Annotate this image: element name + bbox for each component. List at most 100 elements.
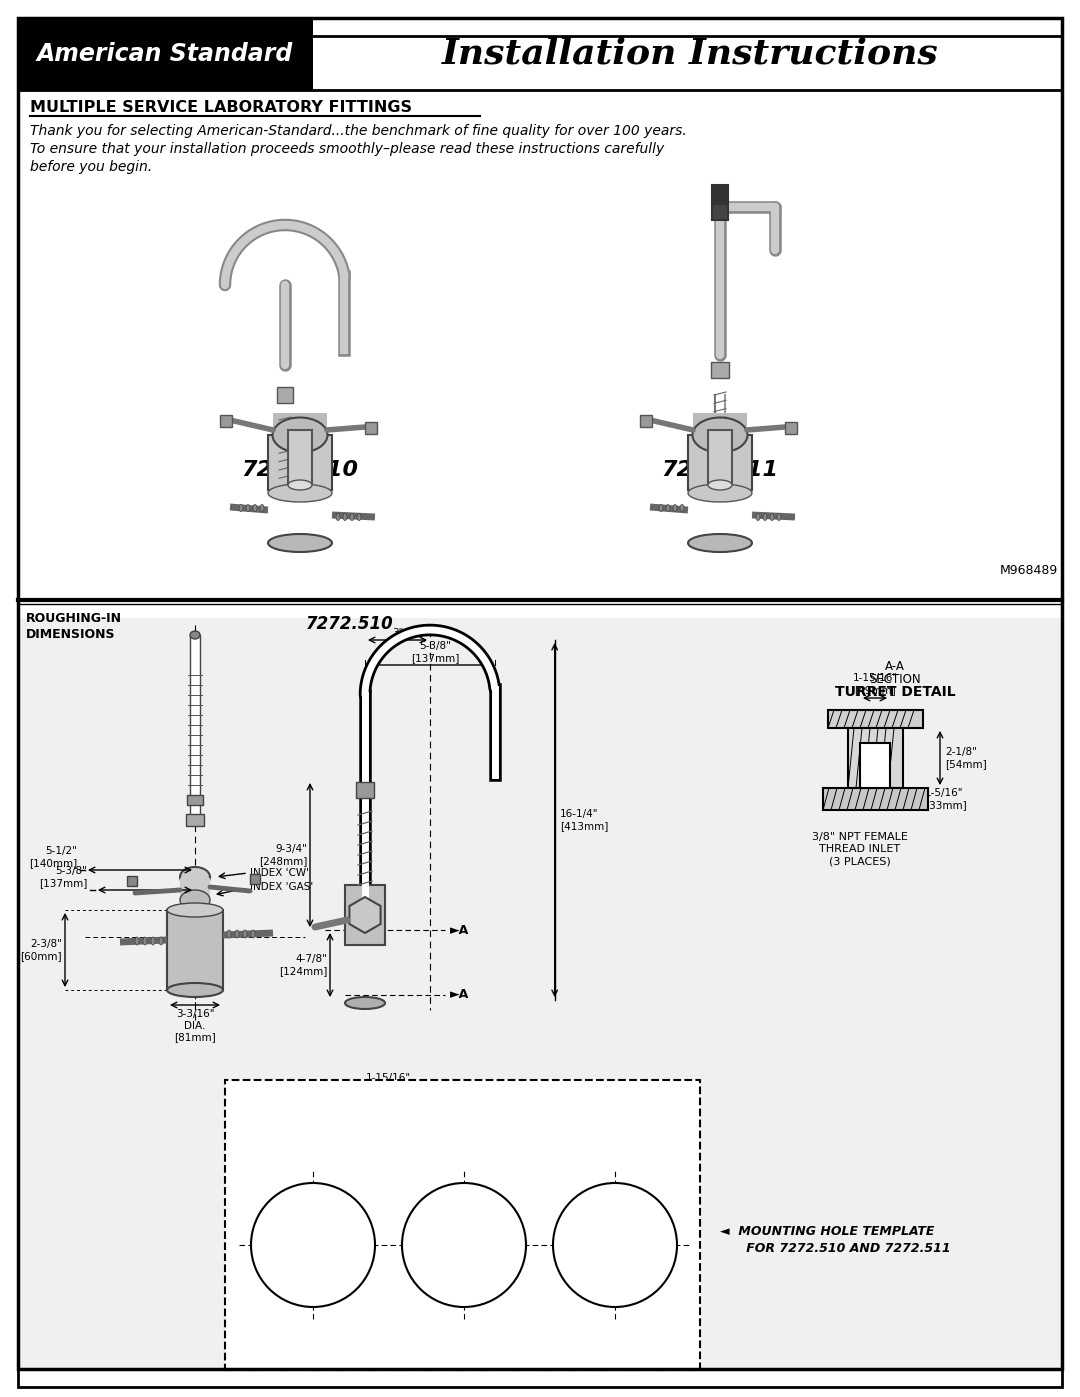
Ellipse shape xyxy=(151,937,156,944)
Bar xyxy=(345,886,384,944)
Ellipse shape xyxy=(180,868,210,887)
Text: 9-3/4"
[248mm]: 9-3/4" [248mm] xyxy=(258,844,307,866)
Ellipse shape xyxy=(345,997,384,1009)
Text: SECTION: SECTION xyxy=(869,673,921,686)
Text: ROUGHING-IN
DIMENSIONS: ROUGHING-IN DIMENSIONS xyxy=(26,612,122,641)
Bar xyxy=(220,415,232,427)
Text: American Standard: American Standard xyxy=(37,42,293,66)
Bar xyxy=(273,414,327,443)
Ellipse shape xyxy=(673,504,677,511)
Text: 5-3/8"
[137mm]: 5-3/8" [137mm] xyxy=(39,866,87,888)
Ellipse shape xyxy=(708,481,732,490)
Ellipse shape xyxy=(246,504,249,511)
Bar xyxy=(225,1080,700,1370)
Bar xyxy=(640,415,652,427)
Text: ◄  MOUNTING HOLE TEMPLATE
      FOR 7272.510 AND 7272.511: ◄ MOUNTING HOLE TEMPLATE FOR 7272.510 AN… xyxy=(720,1225,950,1255)
Ellipse shape xyxy=(680,504,684,511)
Circle shape xyxy=(402,1183,526,1308)
Text: Thank you for selecting American-Standard...the benchmark of fine quality for ov: Thank you for selecting American-Standar… xyxy=(30,124,687,138)
Text: INDEX 'CW': INDEX 'CW' xyxy=(249,868,309,877)
Bar xyxy=(712,204,728,219)
Text: To ensure that your installation proceeds smoothly–please read these instruction: To ensure that your installation proceed… xyxy=(30,142,664,156)
Text: 3/4" DIA.
(THREE HOLES): 3/4" DIA. (THREE HOLES) xyxy=(480,1116,559,1139)
Text: INDEX 'GAS': INDEX 'GAS' xyxy=(249,882,313,893)
Ellipse shape xyxy=(756,514,760,521)
Ellipse shape xyxy=(239,504,243,511)
Ellipse shape xyxy=(235,930,239,937)
Ellipse shape xyxy=(251,930,255,937)
Bar xyxy=(18,617,1062,1369)
Bar xyxy=(18,18,313,89)
Ellipse shape xyxy=(135,937,139,944)
Text: ►A: ►A xyxy=(450,989,469,1002)
Bar xyxy=(187,795,203,805)
Text: 5-1/2"
[140mm]: 5-1/2" [140mm] xyxy=(29,847,77,868)
Bar xyxy=(823,788,928,810)
Bar xyxy=(848,728,903,788)
Bar xyxy=(356,782,374,798)
Ellipse shape xyxy=(180,890,210,909)
Text: 1-15/16"
[49mm]: 1-15/16" [49mm] xyxy=(365,1073,410,1095)
Text: 31/32"
[24mm]: 31/32" [24mm] xyxy=(333,1094,375,1115)
Ellipse shape xyxy=(777,514,781,521)
Text: TURRET DETAIL: TURRET DETAIL xyxy=(835,685,956,698)
Text: 3-3/16"
DIA.
[81mm]: 3-3/16" DIA. [81mm] xyxy=(174,1009,216,1042)
Bar xyxy=(249,875,260,884)
Bar xyxy=(276,387,293,402)
Text: MULTIPLE SERVICE LABORATORY FITTINGS: MULTIPLE SERVICE LABORATORY FITTINGS xyxy=(30,101,411,115)
Bar xyxy=(711,362,729,379)
Text: 2-3/8"
[60mm]: 2-3/8" [60mm] xyxy=(21,939,62,961)
Bar xyxy=(708,430,732,485)
Ellipse shape xyxy=(268,483,332,502)
Ellipse shape xyxy=(659,504,663,511)
Bar xyxy=(828,710,923,728)
Text: 4-7/8"
[124mm]: 4-7/8" [124mm] xyxy=(279,954,327,975)
Bar xyxy=(860,743,890,788)
Text: before you begin.: before you begin. xyxy=(30,161,152,175)
Text: ►A: ►A xyxy=(450,923,469,936)
Ellipse shape xyxy=(272,418,327,453)
Ellipse shape xyxy=(143,937,147,944)
Ellipse shape xyxy=(357,514,361,521)
Ellipse shape xyxy=(167,902,222,916)
Text: A-A: A-A xyxy=(886,659,905,673)
Bar xyxy=(167,909,222,990)
Ellipse shape xyxy=(243,930,247,937)
Ellipse shape xyxy=(770,514,774,521)
Bar xyxy=(180,877,210,900)
Text: 5-3/8"
[137mm]: 5-3/8" [137mm] xyxy=(410,641,459,664)
Ellipse shape xyxy=(666,504,670,511)
Bar xyxy=(288,430,312,485)
Ellipse shape xyxy=(336,514,340,521)
Ellipse shape xyxy=(159,937,163,944)
Bar xyxy=(190,636,200,820)
Ellipse shape xyxy=(167,983,222,997)
Bar xyxy=(785,422,797,434)
Bar xyxy=(712,184,728,203)
Bar xyxy=(688,434,752,490)
Text: 3/8" NPT FEMALE
THREAD INLET
(3 PLACES): 3/8" NPT FEMALE THREAD INLET (3 PLACES) xyxy=(812,833,908,866)
Text: 16-1/4"
[413mm]: 16-1/4" [413mm] xyxy=(559,809,608,831)
Ellipse shape xyxy=(688,483,752,502)
Ellipse shape xyxy=(190,631,200,638)
Bar xyxy=(693,414,747,443)
Ellipse shape xyxy=(268,534,332,552)
Ellipse shape xyxy=(350,514,354,521)
Bar xyxy=(365,422,377,434)
Text: 7272.510: 7272.510 xyxy=(242,460,359,481)
Text: 1-15/16"
[49mm]: 1-15/16" [49mm] xyxy=(852,673,897,694)
Text: 2-1/8"
[54mm]: 2-1/8" [54mm] xyxy=(945,747,987,768)
Bar xyxy=(127,876,137,886)
Bar xyxy=(268,434,332,490)
Text: M968489: M968489 xyxy=(1000,564,1058,577)
Circle shape xyxy=(553,1183,677,1308)
Ellipse shape xyxy=(260,504,264,511)
Ellipse shape xyxy=(253,504,257,511)
Circle shape xyxy=(251,1183,375,1308)
Text: 1-5/16"
[33mm]: 1-5/16" [33mm] xyxy=(924,788,967,810)
Text: 7272.511: 7272.511 xyxy=(661,460,779,481)
Text: 3": 3" xyxy=(392,629,403,638)
Ellipse shape xyxy=(288,481,312,490)
Ellipse shape xyxy=(343,514,347,521)
Ellipse shape xyxy=(688,534,752,552)
